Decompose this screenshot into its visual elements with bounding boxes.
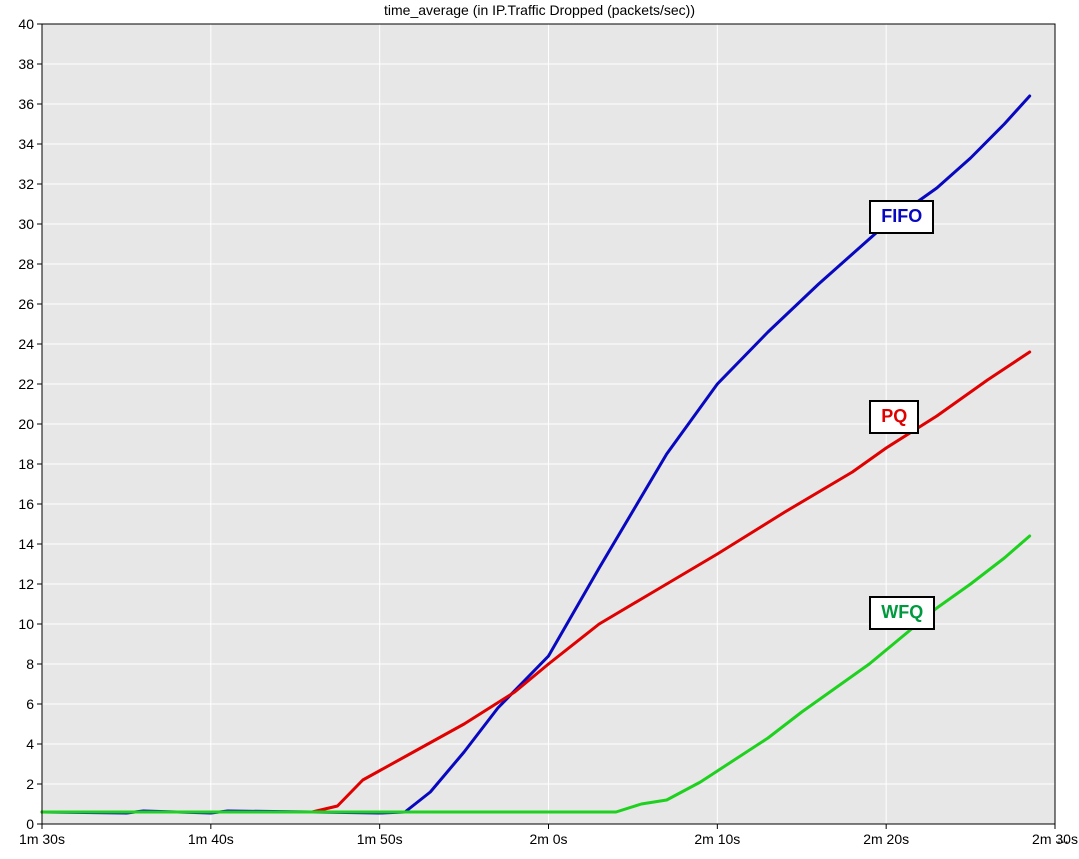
x-tick-label: 2m 10s (694, 831, 740, 847)
x-tick-label: 1m 50s (357, 831, 403, 847)
x-tick-label: 2m 20s (863, 831, 909, 847)
y-tick-label: 24 (18, 336, 34, 352)
x-axis-ellipsis: ... (1057, 830, 1069, 846)
y-tick-label: 32 (18, 176, 34, 192)
y-tick-label: 4 (26, 736, 34, 752)
x-tick-label: 2m 0s (529, 831, 567, 847)
chart-title: time_average (in IP.Traffic Dropped (pac… (0, 0, 1079, 20)
y-tick-label: 22 (18, 376, 34, 392)
series-label-fifo: FIFO (869, 200, 934, 234)
y-tick-label: 16 (18, 496, 34, 512)
x-tick-label: 2m 30s (1032, 831, 1078, 847)
y-tick-label: 14 (18, 536, 34, 552)
series-label-pq: PQ (869, 400, 919, 434)
x-tick-label: 1m 30s (19, 831, 65, 847)
y-tick-label: 34 (18, 136, 34, 152)
y-tick-label: 8 (26, 656, 34, 672)
y-tick-label: 10 (18, 616, 34, 632)
y-tick-label: 20 (18, 416, 34, 432)
y-tick-label: 12 (18, 576, 34, 592)
series-label-wfq: WFQ (869, 596, 935, 630)
y-tick-label: 28 (18, 256, 34, 272)
y-tick-label: 0 (26, 816, 34, 832)
y-tick-label: 6 (26, 696, 34, 712)
y-tick-label: 18 (18, 456, 34, 472)
y-tick-label: 26 (18, 296, 34, 312)
chart-frame: time_average (in IP.Traffic Dropped (pac… (0, 0, 1079, 859)
y-tick-label: 38 (18, 56, 34, 72)
y-tick-label: 30 (18, 216, 34, 232)
x-tick-label: 1m 40s (188, 831, 234, 847)
y-tick-label: 2 (26, 776, 34, 792)
y-tick-label: 36 (18, 96, 34, 112)
